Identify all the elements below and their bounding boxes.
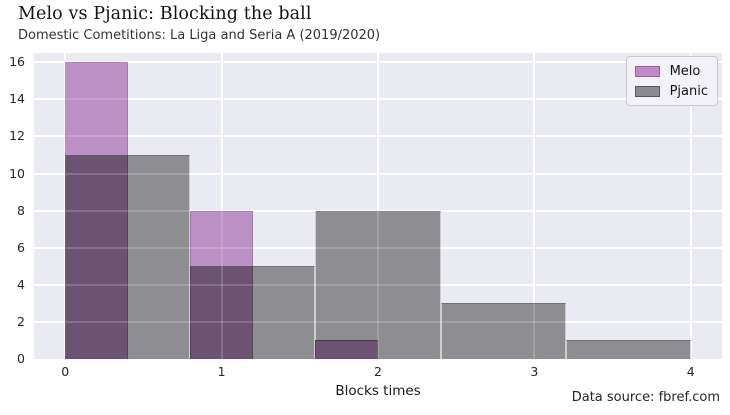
gridline-horizontal [34, 98, 722, 101]
bar-pjanic [565, 340, 691, 359]
legend-swatch-pjanic [634, 85, 660, 97]
y-tick-label: 6 [17, 239, 25, 255]
gridline-vertical [377, 53, 379, 359]
bar-overlap [190, 266, 253, 359]
y-tick-label: 10 [9, 165, 25, 181]
legend-swatch-melo [634, 65, 660, 77]
legend-label-pjanic: Pjanic [669, 83, 708, 99]
legend-label-melo: Melo [669, 63, 701, 79]
legend-item-pjanic: Pjanic [634, 83, 708, 99]
legend-item-melo: Melo [634, 63, 708, 79]
gridline-horizontal [34, 61, 722, 64]
y-axis-tick-labels: 0 2 4 6 8 10 12 14 16 [0, 53, 28, 365]
gridline-horizontal-overlay [34, 135, 722, 138]
gridline-horizontal [34, 135, 722, 138]
gridline-horizontal-overlay [34, 209, 722, 212]
bar-overlap [65, 155, 128, 359]
bar-melo [65, 62, 128, 155]
y-tick-label: 2 [17, 313, 25, 329]
y-tick-label: 8 [17, 202, 25, 218]
gridline-horizontal-overlay [34, 320, 722, 323]
y-tick-label: 12 [9, 128, 25, 144]
x-axis-title: Blocks times [335, 383, 421, 399]
plot-area: Melo Pjanic [34, 53, 722, 359]
chart-title: Melo vs Pjanic: Blocking the ball [18, 4, 312, 24]
gridline-horizontal-overlay [34, 61, 722, 64]
y-tick-label: 14 [9, 91, 25, 107]
gridline-vertical-overlay [377, 53, 379, 359]
bar-overlap [315, 340, 378, 359]
legend: Melo Pjanic [625, 56, 718, 106]
x-tick-label: 2 [374, 364, 382, 379]
x-tick-label: 1 [217, 364, 226, 379]
y-tick-label: 0 [17, 350, 25, 366]
y-tick-label: 4 [17, 276, 25, 292]
data-source-note: Data source: fbref.com [571, 390, 720, 405]
gridline-horizontal-overlay [34, 98, 722, 101]
gridline-vertical-overlay [64, 53, 67, 359]
y-tick-label: 16 [9, 54, 25, 70]
chart-subtitle: Domestic Cometitions: La Liga and Seria … [18, 28, 381, 43]
x-tick-label: 0 [61, 364, 70, 379]
x-axis-tick-labels: 0 1 2 3 4 [34, 364, 722, 380]
gridline-horizontal-overlay [34, 246, 722, 249]
gridline-horizontal-overlay [34, 172, 722, 175]
bar-pjanic [315, 210, 441, 359]
gridline-vertical [689, 53, 692, 359]
gridline-horizontal-overlay [34, 283, 722, 286]
gridline-horizontal [34, 172, 722, 175]
x-tick-label: 4 [686, 364, 695, 379]
gridline-vertical-overlay [533, 53, 536, 359]
bar-pjanic [440, 303, 566, 359]
bar-melo [190, 210, 253, 267]
gridline-vertical-overlay [689, 53, 692, 359]
gridline-vertical [220, 53, 223, 359]
gridline-vertical-overlay [220, 53, 223, 359]
gridline-vertical [533, 53, 536, 359]
x-tick-label: 3 [530, 364, 539, 379]
